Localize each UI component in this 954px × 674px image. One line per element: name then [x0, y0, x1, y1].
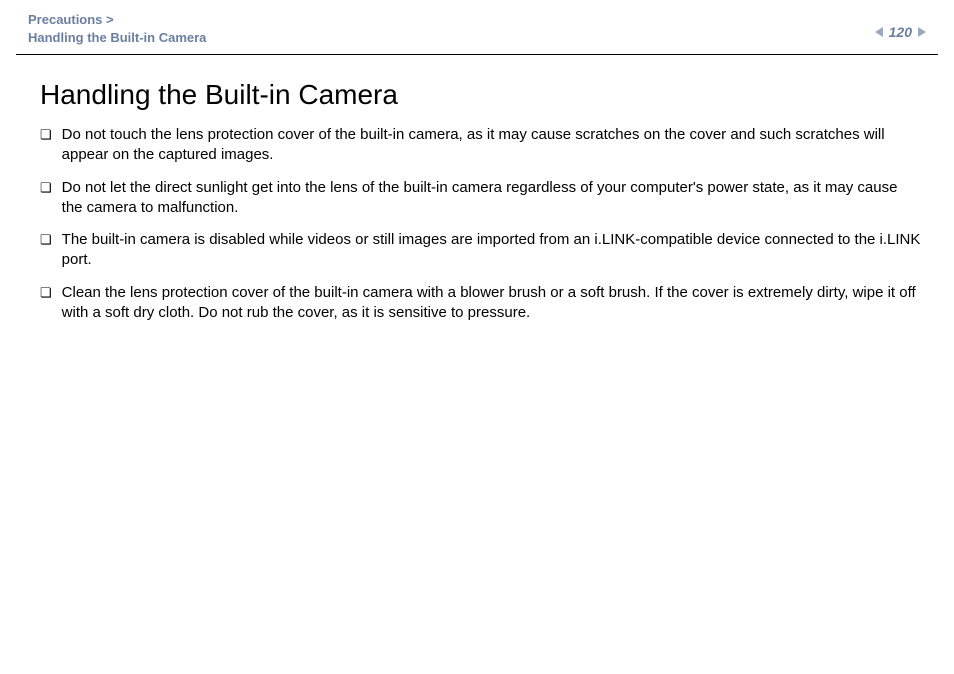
page-nav: 120: [875, 24, 926, 40]
bullet-icon: ❏: [40, 179, 52, 197]
breadcrumb-section[interactable]: Precautions >: [28, 12, 926, 28]
breadcrumb-current: Handling the Built-in Camera: [28, 30, 926, 47]
page-title: Handling the Built-in Camera: [40, 79, 922, 111]
next-page-icon[interactable]: [918, 27, 926, 37]
page-header: Precautions > Handling the Built-in Came…: [0, 0, 954, 54]
page-content: Handling the Built-in Camera ❏ Do not to…: [0, 55, 954, 323]
bullet-icon: ❏: [40, 231, 52, 249]
prev-page-icon[interactable]: [875, 27, 883, 37]
bullet-icon: ❏: [40, 284, 52, 302]
bullet-text: Clean the lens protection cover of the b…: [62, 283, 922, 324]
bullet-text: Do not let the direct sunlight get into …: [62, 178, 922, 219]
list-item: ❏ Do not touch the lens protection cover…: [40, 125, 922, 166]
list-item: ❏ Clean the lens protection cover of the…: [40, 283, 922, 324]
list-item: ❏ The built-in camera is disabled while …: [40, 230, 922, 271]
bullet-list: ❏ Do not touch the lens protection cover…: [40, 125, 922, 323]
page-number: 120: [889, 24, 912, 40]
list-item: ❏ Do not let the direct sunlight get int…: [40, 178, 922, 219]
document-page: Precautions > Handling the Built-in Came…: [0, 0, 954, 674]
bullet-text: The built-in camera is disabled while vi…: [62, 230, 922, 271]
bullet-text: Do not touch the lens protection cover o…: [62, 125, 922, 166]
bullet-icon: ❏: [40, 126, 52, 144]
